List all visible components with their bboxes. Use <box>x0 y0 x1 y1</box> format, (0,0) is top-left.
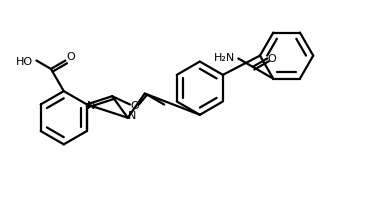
Text: N: N <box>86 101 95 111</box>
Text: O: O <box>130 101 139 110</box>
Text: O: O <box>268 54 277 64</box>
Text: HO: HO <box>16 56 33 67</box>
Text: N: N <box>127 111 136 121</box>
Text: H₂N: H₂N <box>214 53 235 64</box>
Text: O: O <box>66 52 75 62</box>
